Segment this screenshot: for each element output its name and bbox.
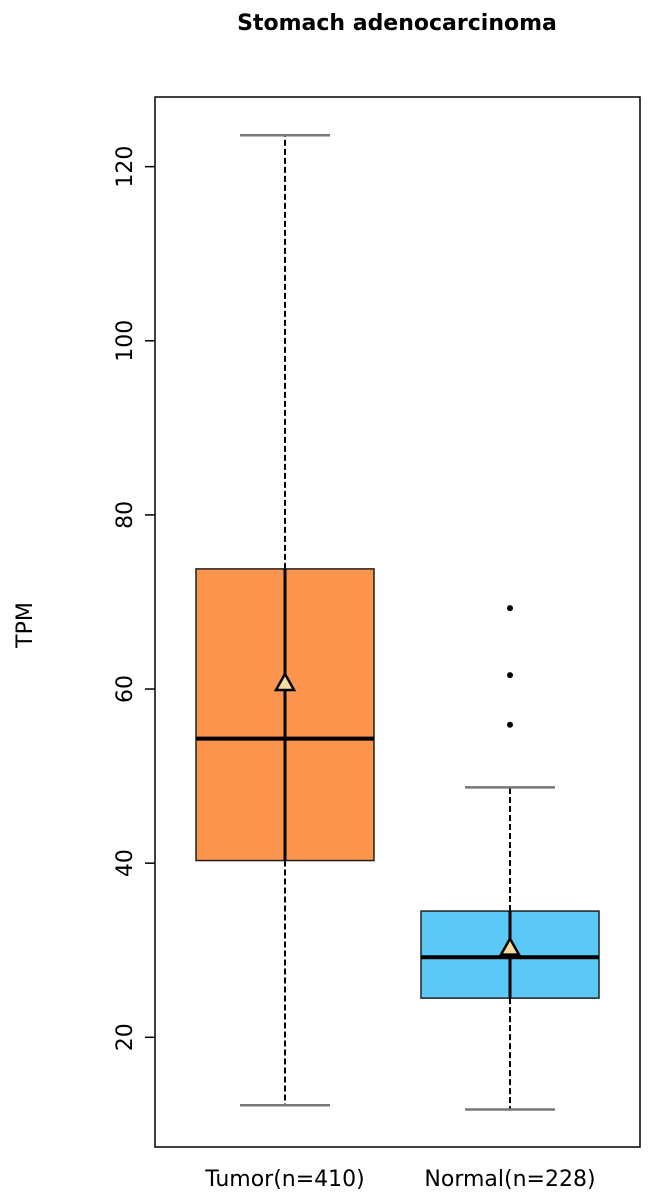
plot-frame xyxy=(154,96,641,1148)
mean-marker xyxy=(273,671,297,692)
y-tick-label: 20 xyxy=(113,1023,138,1051)
outlier xyxy=(507,672,513,679)
outlier xyxy=(507,721,513,728)
chart-title: Stomach adenocarcinoma xyxy=(237,11,557,36)
y-tick-label: 80 xyxy=(113,501,138,529)
x-tick-label: Tumor(n=410) xyxy=(204,1167,365,1192)
mean-marker xyxy=(498,936,522,956)
x-tick-label: Normal(n=228) xyxy=(424,1167,595,1192)
y-tick-label: 40 xyxy=(113,849,138,877)
y-tick-label: 120 xyxy=(113,146,138,188)
y-tick-label: 60 xyxy=(113,675,138,703)
outlier xyxy=(507,605,513,612)
y-tick-label: 100 xyxy=(113,320,138,362)
y-axis-label: TPM xyxy=(13,602,38,649)
